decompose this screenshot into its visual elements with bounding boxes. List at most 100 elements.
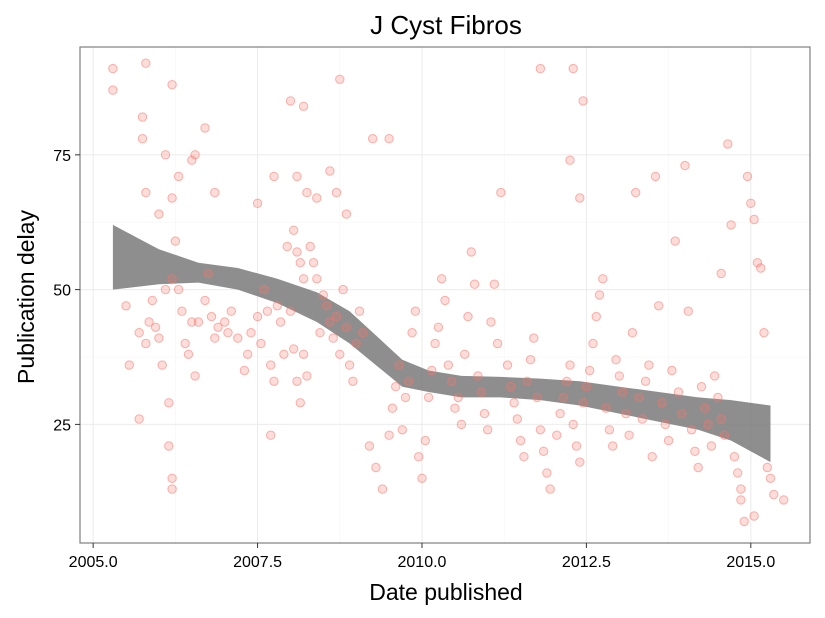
data-point xyxy=(762,462,772,473)
data-point xyxy=(506,382,516,392)
data-point xyxy=(190,371,200,381)
data-point xyxy=(568,63,578,74)
data-point xyxy=(233,333,243,343)
data-point xyxy=(703,419,713,430)
data-point xyxy=(486,317,496,327)
data-point xyxy=(489,279,499,289)
data-point xyxy=(736,495,746,505)
data-point xyxy=(164,441,174,451)
data-point xyxy=(585,365,595,376)
data-point xyxy=(302,371,312,381)
data-point xyxy=(473,371,483,381)
data-point xyxy=(394,360,404,370)
y-axis-title: Publication delay xyxy=(13,210,39,384)
data-point xyxy=(351,338,361,349)
data-point xyxy=(170,236,181,246)
data-point xyxy=(312,193,322,203)
data-point xyxy=(640,376,651,386)
smooth-confidence-band xyxy=(112,224,771,463)
data-point xyxy=(542,468,552,478)
data-point xyxy=(673,387,684,397)
data-point xyxy=(252,198,263,209)
data-point xyxy=(266,360,276,370)
data-point xyxy=(187,317,197,327)
x-axis-title: Date published xyxy=(369,579,522,605)
data-point xyxy=(650,171,661,182)
data-point xyxy=(427,365,437,376)
data-point xyxy=(220,317,230,327)
data-point xyxy=(226,306,237,316)
data-point xyxy=(108,85,118,95)
data-point xyxy=(384,430,394,440)
data-point xyxy=(538,446,549,456)
data-point xyxy=(410,306,421,316)
data-point xyxy=(193,317,204,327)
data-point xyxy=(335,74,345,85)
data-point xyxy=(565,360,575,370)
data-point xyxy=(275,317,286,327)
data-point xyxy=(779,495,789,505)
data-point xyxy=(568,419,578,430)
data-point xyxy=(443,360,453,370)
data-point xyxy=(173,284,184,295)
data-point xyxy=(285,96,296,106)
data-point xyxy=(545,484,555,494)
data-point xyxy=(492,338,503,349)
data-point xyxy=(512,414,522,424)
data-point xyxy=(515,435,526,446)
data-point xyxy=(187,155,197,165)
data-point xyxy=(446,376,457,386)
data-point xyxy=(377,484,388,494)
data-point xyxy=(604,425,615,435)
data-point xyxy=(210,187,220,198)
data-point xyxy=(331,311,342,322)
y-tick-label: 50 xyxy=(53,283,71,300)
data-point xyxy=(292,376,302,386)
data-point xyxy=(575,193,585,203)
data-point xyxy=(167,274,177,284)
data-point xyxy=(414,452,424,462)
x-tick-label: 2007.5 xyxy=(233,554,282,571)
data-point xyxy=(440,295,450,306)
data-point xyxy=(522,376,532,386)
data-point xyxy=(321,301,332,311)
data-point xyxy=(765,473,776,483)
data-point xyxy=(177,306,187,316)
data-point xyxy=(223,328,233,338)
data-point xyxy=(700,403,710,413)
data-point xyxy=(746,198,756,209)
data-point xyxy=(627,328,638,338)
data-point xyxy=(670,236,680,246)
data-point xyxy=(680,160,690,171)
data-point xyxy=(298,101,309,112)
data-point xyxy=(423,392,434,403)
data-point xyxy=(591,311,601,322)
data-point xyxy=(519,452,529,462)
data-point xyxy=(154,333,164,343)
data-point xyxy=(608,441,618,451)
data-point xyxy=(476,387,486,397)
data-point xyxy=(677,408,687,419)
data-point xyxy=(262,306,273,316)
data-point xyxy=(285,306,296,316)
points-layer xyxy=(108,58,789,527)
data-point xyxy=(529,333,539,343)
data-point xyxy=(282,241,292,252)
data-point xyxy=(292,171,302,182)
data-point xyxy=(164,398,174,408)
data-point xyxy=(631,187,641,198)
data-point xyxy=(295,398,305,408)
data-point xyxy=(404,376,414,386)
data-point xyxy=(180,338,190,349)
data-point xyxy=(654,301,664,311)
data-point xyxy=(256,338,266,349)
data-point xyxy=(621,408,631,419)
data-point xyxy=(644,360,654,370)
data-point xyxy=(571,441,582,451)
data-point xyxy=(315,328,325,338)
data-point xyxy=(749,511,759,521)
data-point xyxy=(295,258,305,268)
data-point xyxy=(532,392,542,403)
data-point xyxy=(430,338,440,349)
data-point xyxy=(723,139,733,149)
